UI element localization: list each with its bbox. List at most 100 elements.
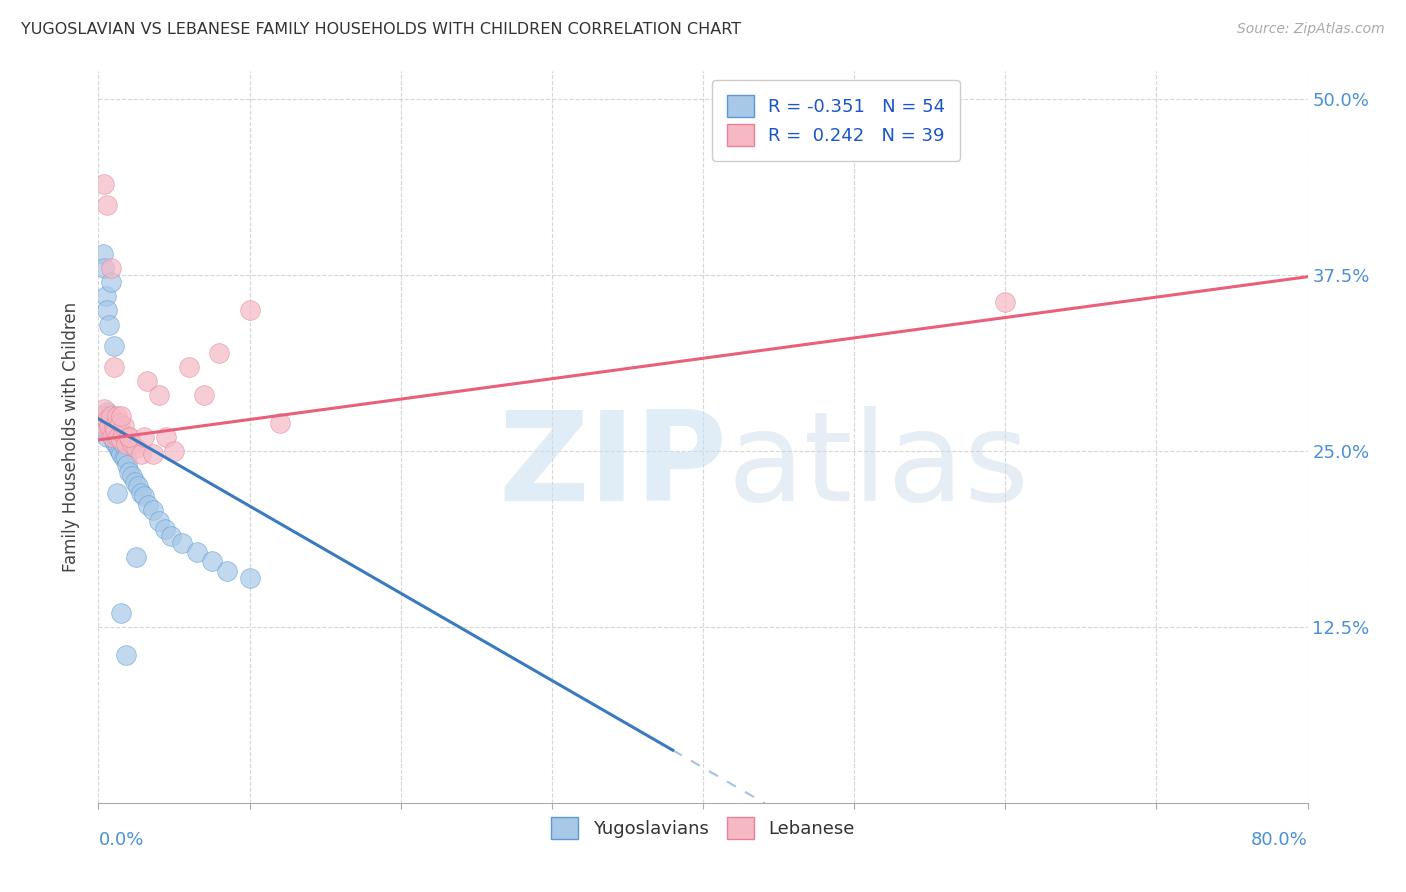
Point xyxy=(124,475,146,489)
Point xyxy=(239,571,262,585)
Point xyxy=(994,295,1017,310)
Point xyxy=(96,198,118,212)
Point xyxy=(186,545,208,559)
Point xyxy=(100,418,122,433)
Point xyxy=(114,451,136,466)
Text: Source: ZipAtlas.com: Source: ZipAtlas.com xyxy=(1237,22,1385,37)
Point xyxy=(115,458,138,473)
Text: ZIP: ZIP xyxy=(499,406,727,527)
Point xyxy=(91,418,114,433)
Point xyxy=(107,442,129,456)
Text: YUGOSLAVIAN VS LEBANESE FAMILY HOUSEHOLDS WITH CHILDREN CORRELATION CHART: YUGOSLAVIAN VS LEBANESE FAMILY HOUSEHOLD… xyxy=(21,22,741,37)
Point xyxy=(108,416,131,430)
Point xyxy=(94,409,117,423)
Point xyxy=(155,430,177,444)
Point xyxy=(132,489,155,503)
Point xyxy=(129,486,152,500)
Point xyxy=(98,418,121,433)
Point xyxy=(160,528,183,542)
Point xyxy=(100,427,122,442)
Point xyxy=(101,430,124,444)
Text: 0.0%: 0.0% xyxy=(98,831,143,849)
Point xyxy=(105,423,128,437)
Point xyxy=(239,303,262,318)
Point xyxy=(111,437,134,451)
Point xyxy=(110,433,132,447)
Point xyxy=(100,276,122,290)
Point xyxy=(100,261,122,276)
Point xyxy=(148,388,170,402)
Point xyxy=(105,409,128,423)
Point xyxy=(94,289,117,303)
Point xyxy=(125,549,148,564)
Point xyxy=(96,303,118,318)
Point xyxy=(93,261,115,276)
Point xyxy=(129,447,152,461)
Point xyxy=(110,409,132,423)
Point xyxy=(101,423,124,437)
Point xyxy=(112,418,135,433)
Point xyxy=(104,423,127,437)
Point xyxy=(103,418,125,433)
Point xyxy=(121,437,143,451)
Point xyxy=(91,409,114,423)
Point xyxy=(142,447,165,461)
Point xyxy=(114,648,136,662)
Point xyxy=(127,479,149,493)
Point xyxy=(98,423,121,437)
Point xyxy=(108,444,131,458)
Point xyxy=(136,498,159,512)
Point xyxy=(110,447,132,461)
Point xyxy=(142,503,165,517)
Point xyxy=(103,413,125,427)
Point xyxy=(170,535,193,549)
Point xyxy=(153,521,176,535)
Text: 80.0%: 80.0% xyxy=(1251,831,1308,849)
Point xyxy=(193,388,215,402)
Point xyxy=(112,451,135,466)
Point xyxy=(103,359,125,374)
Point xyxy=(103,339,125,353)
Y-axis label: Family Households with Children: Family Households with Children xyxy=(62,302,80,572)
Point xyxy=(135,374,157,388)
Point xyxy=(94,423,117,437)
Point xyxy=(93,177,115,191)
Point xyxy=(98,416,121,430)
Text: atlas: atlas xyxy=(727,406,1029,527)
Point xyxy=(110,606,132,620)
Point xyxy=(114,437,136,451)
Point xyxy=(96,413,118,427)
Legend: Yugoslavians, Lebanese: Yugoslavians, Lebanese xyxy=(544,810,862,847)
Point xyxy=(107,430,129,444)
Point xyxy=(103,433,125,447)
Point xyxy=(98,318,121,332)
Point xyxy=(111,427,134,442)
Point xyxy=(163,444,186,458)
Point xyxy=(94,423,117,437)
Point xyxy=(148,515,170,529)
Point xyxy=(105,437,128,451)
Point xyxy=(104,427,127,442)
Point xyxy=(100,409,122,423)
Point xyxy=(125,442,148,456)
Point xyxy=(96,405,118,419)
Point xyxy=(101,430,124,444)
Point xyxy=(215,564,238,578)
Point xyxy=(179,359,201,374)
Point xyxy=(96,430,118,444)
Point xyxy=(93,413,115,427)
Point xyxy=(208,345,231,359)
Point xyxy=(121,469,143,483)
Point xyxy=(132,430,155,444)
Point xyxy=(118,465,141,479)
Point xyxy=(105,486,128,500)
Point xyxy=(91,247,114,261)
Point xyxy=(90,416,112,430)
Point xyxy=(118,430,141,444)
Point xyxy=(90,416,112,430)
Point xyxy=(104,435,127,450)
Point xyxy=(201,554,224,568)
Point xyxy=(93,401,115,416)
Point xyxy=(107,430,129,444)
Point xyxy=(118,430,141,444)
